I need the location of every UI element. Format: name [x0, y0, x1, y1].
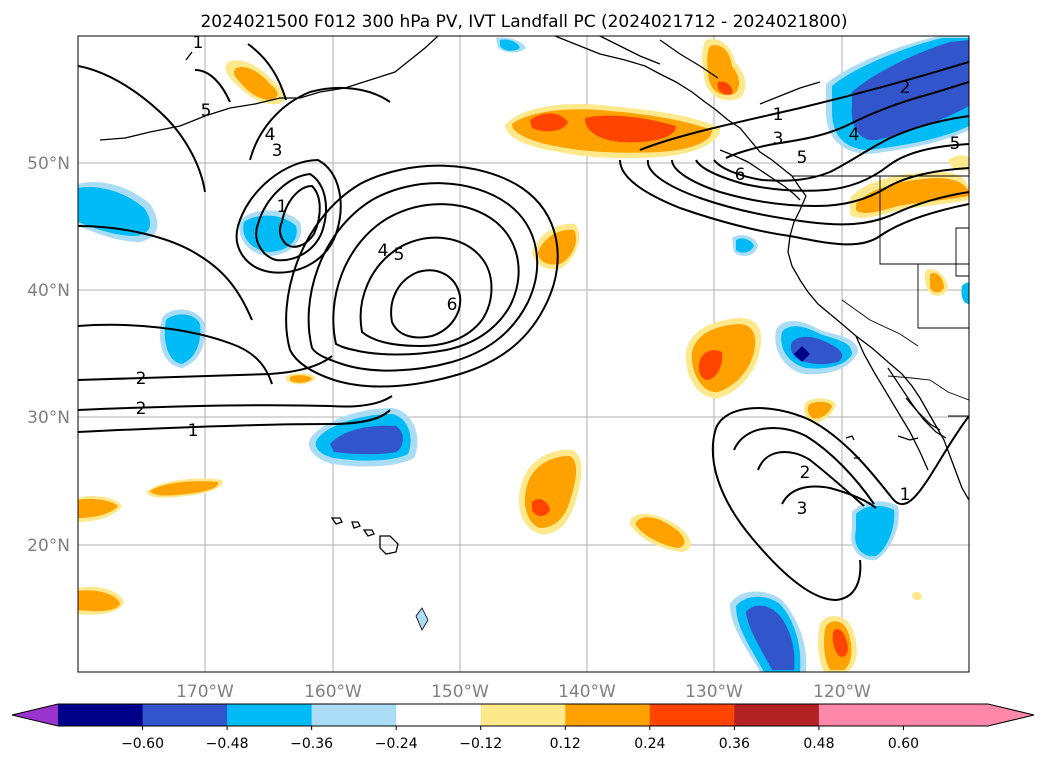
colorbar-cell — [649, 704, 735, 726]
contour-label: 3 — [773, 129, 784, 149]
contour-label: 1 — [900, 485, 911, 505]
contour-label: 5 — [394, 245, 405, 265]
colorbar-tick-label: 0.24 — [634, 736, 665, 752]
colorbar-cell — [565, 704, 651, 726]
colorbar-cell — [396, 704, 482, 726]
colorbar-cell — [734, 704, 820, 726]
contour-label: 6 — [447, 295, 458, 315]
map-panel: 1 2 2 1 3 4 5 1 4 5 6 1 3 4 5 6 2 3 1 5 … — [78, 33, 969, 672]
colorbar-cell — [227, 704, 313, 726]
colorbar-cells — [58, 704, 989, 726]
colorbar-tick-label: 0.60 — [888, 736, 919, 752]
colorbar-tick-label: −0.12 — [459, 736, 502, 752]
contour-label: 1 — [773, 105, 784, 125]
colorbar-tick-label: −0.60 — [121, 736, 164, 752]
contour-label: 3 — [272, 141, 283, 161]
lat-label: 50°N — [27, 154, 70, 174]
colorbar-cell — [903, 704, 989, 726]
lon-label: 120°W — [813, 682, 871, 702]
colorbar-outline — [11, 703, 1035, 727]
colorbar-tick-label: −0.24 — [375, 736, 418, 752]
coastlines — [99, 36, 969, 555]
colorbar: −0.60 −0.48 −0.36 −0.24 −0.12 0.12 0.24 0.36 0.4… — [11, 703, 1035, 752]
contour-label: 1 — [193, 33, 204, 53]
figure-title: 2024021500 F012 300 hPa PV, IVT Landfall… — [200, 12, 847, 32]
lat-label: 40°N — [27, 281, 70, 301]
lat-label: 20°N — [27, 536, 70, 556]
lon-label: 140°W — [558, 682, 616, 702]
contour-label: 1 — [188, 421, 199, 441]
latitude-labels: 50°N 40°N 30°N 20°N — [27, 154, 70, 556]
colorbar-cell — [818, 704, 904, 726]
colorbar-cell — [142, 704, 228, 726]
contour-label: 5 — [797, 148, 808, 168]
longitude-labels: 170°W 160°W 150°W 140°W 130°W 120°W — [176, 682, 871, 702]
colorbar-tick-label: 0.12 — [550, 736, 581, 752]
lat-label: 30°N — [27, 408, 70, 428]
colorbar-tick-label: −0.48 — [206, 736, 249, 752]
lon-label: 130°W — [685, 682, 743, 702]
lon-label: 170°W — [176, 682, 234, 702]
map-frame — [77, 35, 970, 673]
shading-positive-anomalies — [78, 39, 969, 672]
colorbar-tick-label: −0.36 — [290, 736, 333, 752]
contour-label: 6 — [735, 165, 746, 185]
pv-contours — [78, 43, 969, 602]
contour-label: 5 — [950, 134, 961, 154]
colorbar-cell — [480, 704, 566, 726]
colorbar-extend-low — [12, 704, 58, 726]
colorbar-extend-high — [988, 704, 1034, 726]
contour-label: 4 — [849, 125, 860, 145]
shading-negative-anomalies — [78, 36, 969, 672]
lon-label: 160°W — [304, 682, 362, 702]
contour-label: 2 — [136, 369, 147, 389]
contour-label: 5 — [201, 101, 212, 121]
contour-label: 2 — [800, 463, 811, 483]
lon-label: 150°W — [431, 682, 489, 702]
colorbar-tick-label: 0.48 — [803, 736, 834, 752]
contour-label: 2 — [136, 399, 147, 419]
colorbar-tick-label: 0.36 — [719, 736, 750, 752]
contour-label: 4 — [378, 241, 389, 261]
contour-label: 4 — [265, 125, 276, 145]
contour-label: 3 — [797, 499, 808, 519]
contour-label: 2 — [900, 78, 911, 98]
contour-labels: 1 2 2 1 3 4 5 1 4 5 6 1 3 4 5 6 2 3 1 5 … — [136, 33, 961, 519]
colorbar-cell — [58, 704, 144, 726]
colorbar-cell — [311, 704, 397, 726]
contour-label: 1 — [277, 197, 288, 217]
colorbar-ticks: −0.60 −0.48 −0.36 −0.24 −0.12 0.12 0.24 0.36 0.4… — [121, 726, 919, 752]
